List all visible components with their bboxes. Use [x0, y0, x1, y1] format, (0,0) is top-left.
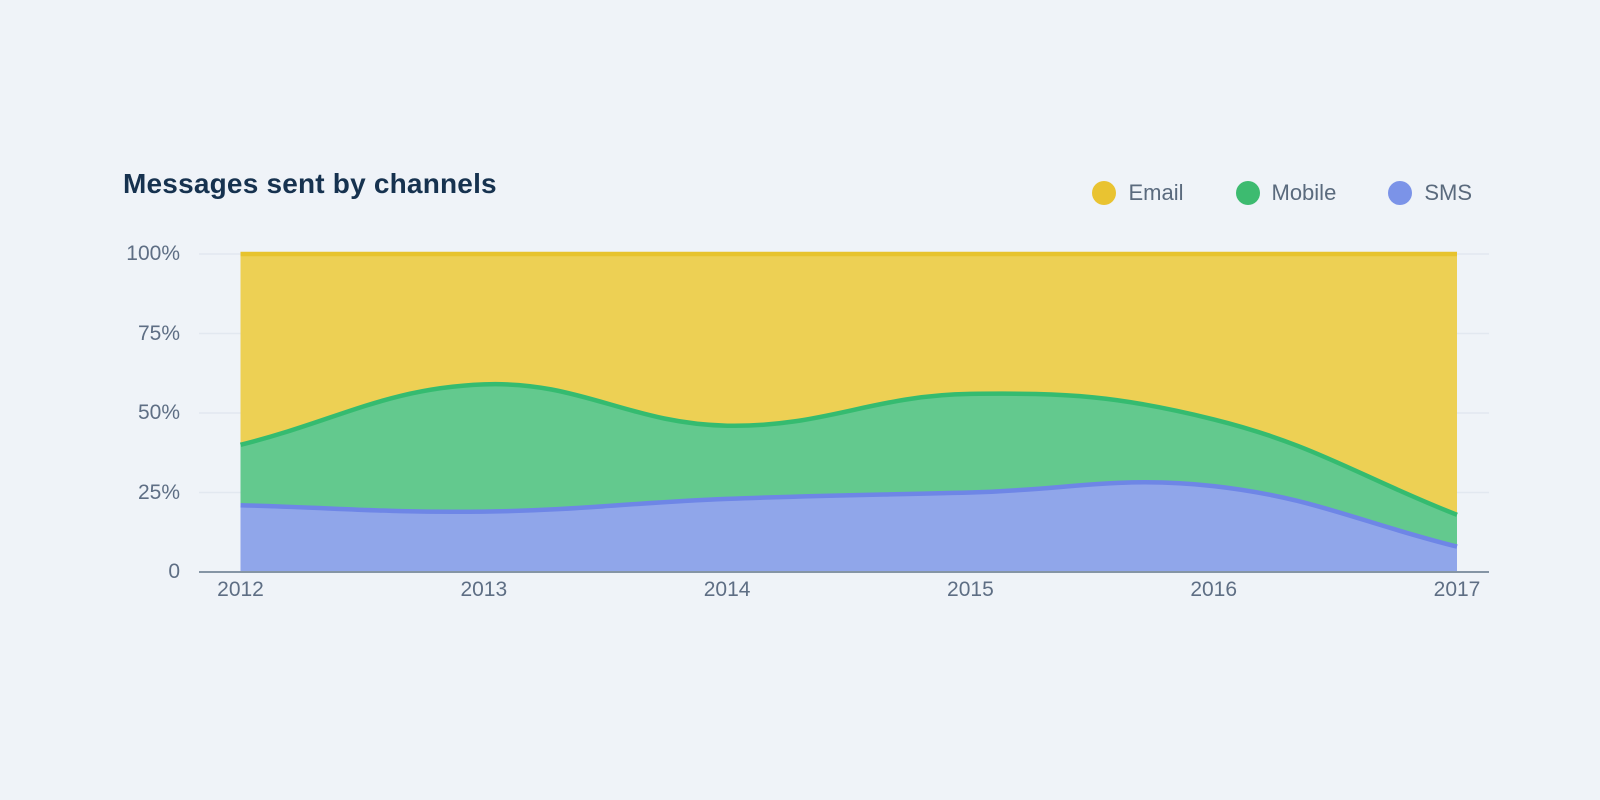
line-mobile[interactable] — [239, 381, 1458, 517]
legend-label: Mobile — [1271, 180, 1337, 205]
y-axis-tick: 100% — [126, 242, 180, 265]
legend-label: SMS — [1424, 180, 1472, 205]
line-sms[interactable] — [240, 480, 1458, 549]
y-axis-tick: 50% — [137, 401, 180, 424]
sms-series-dot-icon — [1388, 181, 1413, 205]
x-axis-tick: 2015 — [947, 578, 994, 601]
area-email[interactable] — [240, 254, 1458, 515]
legend-label: Email — [1128, 180, 1184, 205]
x-axis-tick: 2016 — [1190, 578, 1238, 601]
legend-item-mobile[interactable]: Mobile — [1235, 180, 1337, 206]
chart-legend: Email Mobile SMS — [1092, 180, 1472, 206]
area-sms[interactable] — [240, 482, 1458, 572]
y-axis-tick: 75% — [137, 321, 180, 345]
x-axis-tick: 2017 — [1433, 578, 1481, 601]
x-axis-tick: 2013 — [460, 578, 508, 601]
y-axis-tick: 0 — [168, 560, 180, 583]
area-mobile[interactable] — [240, 384, 1458, 547]
x-axis-tick: 2012 — [217, 578, 264, 601]
x-axis-tick: 2014 — [703, 578, 751, 601]
page-title: Messages sent by channels — [123, 168, 497, 199]
legend-item-email[interactable]: Email — [1092, 180, 1184, 206]
y-axis-tick: 25% — [137, 480, 180, 504]
legend-item-sms[interactable]: SMS — [1388, 180, 1472, 206]
email-series-dot-icon — [1092, 181, 1117, 205]
mobile-series-dot-icon — [1235, 181, 1260, 205]
